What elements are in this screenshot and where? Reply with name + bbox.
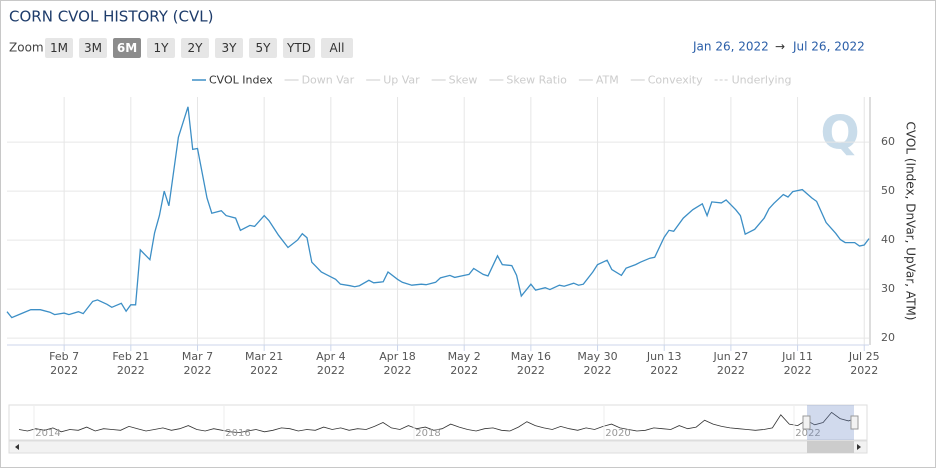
zoom-button-label[interactable]: YTD [286,41,311,55]
navigator-label: 2014 [35,428,60,439]
x-tick-label: May 16 [511,350,551,363]
y-axis-title: CVOL (Index, DnVar, UpVar, ATM) [904,122,918,321]
range-from: Jan 26, 2022 [692,40,769,54]
zoom-button[interactable] [45,38,73,58]
zoom-button[interactable] [283,38,315,58]
zoom-button[interactable] [215,38,243,58]
range-to: Jul 26, 2022 [792,40,865,54]
x-tick-year: 2022 [384,364,412,377]
x-tick-label: Feb 21 [112,350,149,363]
navigator-label: 2018 [415,428,440,439]
x-tick-label: Mar 7 [182,350,213,363]
legend-label[interactable]: CVOL Index [209,74,273,87]
navigator [8,404,868,441]
navigator-label: 2016 [225,428,250,439]
scrollbar-arrow[interactable] [15,444,19,450]
range-arrow: → [775,40,785,54]
x-tick-label: May 30 [577,350,617,363]
x-tick-year: 2022 [450,364,478,377]
x-tick-label: Jun 13 [646,350,682,363]
navigator-label: 2022 [795,428,820,439]
x-tick-year: 2022 [584,364,612,377]
data-line [6,106,870,319]
y-tick-label: 60 [881,135,895,148]
x-tick-year: 2022 [850,364,878,377]
x-tick-year: 2022 [717,364,745,377]
x-tick-year: 2022 [183,364,211,377]
legend-label[interactable]: ATM [596,74,619,87]
y-tick-label: 40 [881,233,895,246]
x-tick-year: 2022 [317,364,345,377]
navigator-handle[interactable] [850,415,859,430]
x-tick-year: 2022 [50,364,78,377]
x-tick-label: Jul 25 [848,350,880,363]
x-tick-label: Apr 18 [379,350,416,363]
zoom-button[interactable] [113,38,141,58]
zoom-button[interactable] [79,38,107,58]
scrollbar-arrow[interactable] [857,444,861,450]
legend-label[interactable]: Up Var [383,74,420,87]
zoom-button[interactable] [321,38,353,58]
zoom-button-label[interactable]: 6M [117,41,137,55]
zoom-button-label[interactable]: 5Y [256,41,272,55]
zoom-button[interactable] [249,38,277,58]
x-tick-year: 2022 [250,364,278,377]
navigator-handle[interactable] [802,415,811,430]
x-tick-label: Apr 4 [316,350,346,363]
zoom-label: Zoom [9,41,44,55]
zoom-button[interactable] [181,38,209,58]
zoom-button-label[interactable]: 1Y [154,41,170,55]
navigator-line [18,411,858,434]
watermark: Q [820,106,859,160]
legend-label[interactable]: Skew [449,74,478,87]
x-tick-label: Feb 7 [49,350,79,363]
zoom-button-label[interactable]: 1M [50,41,68,55]
zoom-button-label[interactable]: 3M [84,41,102,55]
zoom-button[interactable] [147,38,175,58]
scrollbar[interactable] [8,440,868,454]
x-tick-label: Jun 27 [713,350,749,363]
legend-label[interactable]: Convexity [648,74,703,87]
x-tick-year: 2022 [117,364,145,377]
x-tick-label: Jul 11 [781,350,813,363]
navigator-label: 2020 [605,428,630,439]
scrollbar-thumb[interactable] [807,441,854,453]
y-tick-label: 30 [881,282,895,295]
navigator-window[interactable] [807,405,854,440]
y-tick-label: 50 [881,184,895,197]
x-tick-label: Mar 21 [245,350,283,363]
x-tick-label: May 2 [448,350,481,363]
legend-label[interactable]: Down Var [302,74,355,87]
y-tick-label: 20 [881,331,895,344]
zoom-button-label[interactable]: 2Y [188,41,204,55]
zoom-button-label[interactable]: 3Y [222,41,238,55]
zoom-button-label[interactable]: All [330,41,345,55]
chart-title: CORN CVOL HISTORY (CVL) [9,8,213,26]
legend-label[interactable]: Underlying [732,74,792,87]
x-tick-year: 2022 [650,364,678,377]
x-tick-year: 2022 [517,364,545,377]
x-tick-year: 2022 [784,364,812,377]
legend-label[interactable]: Skew Ratio [506,74,567,87]
